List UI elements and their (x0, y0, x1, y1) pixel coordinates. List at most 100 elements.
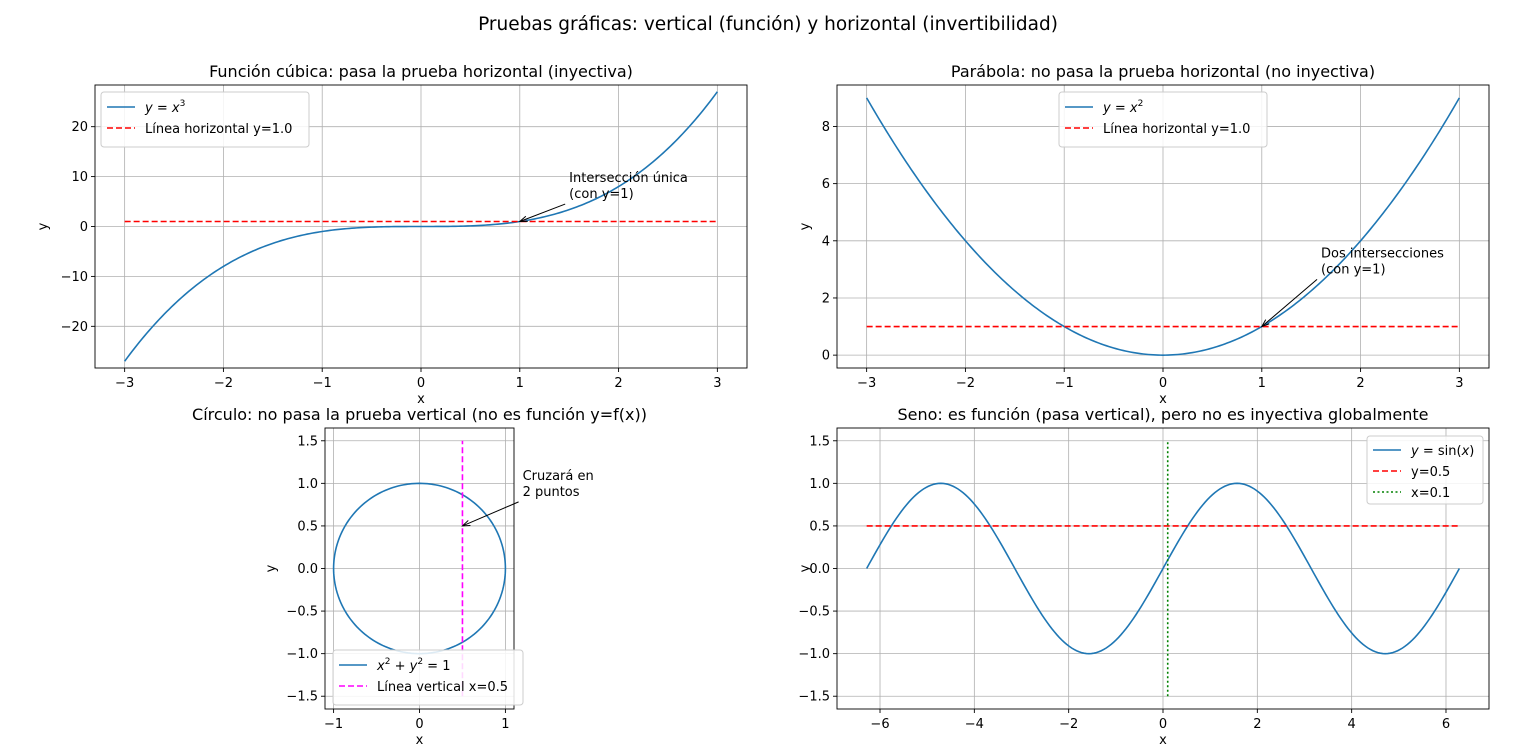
x-tick-label: 6 (1442, 717, 1450, 732)
x-tick-label: 4 (1348, 717, 1356, 732)
legend-label-1: y = sin(x) (1410, 444, 1474, 459)
y-tick-label: −0.5 (286, 605, 318, 620)
annotation-text: (con y=1) (569, 187, 633, 202)
legend-label-1: x2 + y2 = 1 (376, 657, 450, 674)
y-tick-label: −1.0 (286, 647, 318, 662)
annotation-arrowhead (461, 520, 471, 527)
x-axis-label: x (417, 392, 425, 407)
x-tick-label: −1 (324, 717, 343, 732)
y-tick-label: 0.0 (809, 562, 830, 577)
y-tick-label: 1.5 (297, 434, 318, 449)
annotation: Intersección única(con y=1) (518, 171, 688, 223)
legend-box (100, 91, 310, 148)
annotation-text: (con y=1) (1321, 262, 1385, 277)
x-axis-label: x (1159, 392, 1167, 407)
subplot-title: Parábola: no pasa la prueba horizontal (… (951, 62, 1375, 81)
subplots: Intersección única(con y=1)−3 −2 −1 0 1 2 3−20… (36, 62, 1490, 748)
annotation-arrowhead (1260, 319, 1270, 328)
annotation-text: Dos intersecciones (1321, 246, 1444, 261)
y-axis-label: y (798, 222, 813, 230)
y-tick-label: 1.0 (297, 477, 318, 492)
annotation-text: 2 puntos (523, 485, 580, 500)
subplot-1: Intersección única(con y=1)−3 −2 −1 0 1 2 3−20… (36, 62, 748, 407)
legend-label-2: Línea horizontal y=1.0 (1103, 122, 1250, 137)
x-tick-label: −3 (115, 376, 134, 391)
subplot-title: Seno: es función (pasa vertical), pero n… (898, 405, 1429, 424)
y-tick-label: 20 (71, 120, 88, 135)
series-line-1 (123, 91, 719, 362)
legend-box (1058, 91, 1268, 148)
y-tick-label: −1.0 (798, 647, 830, 662)
x-tick-label: −2 (1059, 717, 1078, 732)
y-tick-label: 0.0 (297, 562, 318, 577)
subplot-title: Función cúbica: pasa la prueba horizonta… (209, 62, 633, 81)
plot-area (332, 440, 507, 697)
subplot-2: Dos intersecciones(con y=1) −3 −2 −1 0 1 2 3 0 2 4… (798, 62, 1490, 407)
y-tick-label: 10 (71, 170, 88, 185)
y-tick-label: 4 (822, 234, 830, 249)
y-tick-label: −1.5 (286, 690, 318, 705)
x-tick-label: 1 (501, 717, 509, 732)
x-tick-label: 1 (1258, 376, 1266, 391)
y-tick-label: −0.5 (798, 605, 830, 620)
x-tick-label: 2 (1356, 376, 1364, 391)
y-axis-label: y (36, 222, 51, 230)
legend: y = x3 Línea horizontal y=1.0 (100, 91, 310, 148)
y-tick-label: −10 (61, 270, 88, 285)
x-axis-label: x (1159, 733, 1167, 748)
y-tick-label: 0 (80, 220, 88, 235)
annotation-arrow (1261, 278, 1318, 327)
y-axis-label: y (264, 564, 279, 572)
series-line-1 (865, 482, 1461, 655)
y-tick-label: −1.5 (798, 690, 830, 705)
y-tick-label: 1.5 (809, 434, 830, 449)
legend-label-2: y=0.5 (1411, 465, 1450, 480)
plot-area (865, 440, 1461, 697)
x-tick-label: 0 (1159, 717, 1167, 732)
legend-box (332, 649, 524, 706)
annotation-arrow (462, 501, 519, 527)
legend-box (1366, 435, 1484, 505)
x-tick-label: −3 (857, 376, 876, 391)
x-tick-label: −2 (214, 376, 233, 391)
series-line-1 (865, 97, 1461, 356)
legend: x2 + y2 = 1 Línea vertical x=0.5 (332, 649, 524, 706)
legend-label-1: y = x3 (144, 99, 185, 116)
annotation: Cruzará en2 puntos (461, 469, 594, 527)
x-axis-label: x (416, 733, 424, 748)
x-tick-label: 2 (614, 376, 622, 391)
annotation: Dos intersecciones(con y=1) (1260, 246, 1444, 328)
subplot-title: Círculo: no pasa la prueba vertical (no … (192, 405, 647, 424)
y-tick-label: 6 (822, 177, 830, 192)
annotation-text: Cruzará en (523, 469, 594, 484)
y-tick-label: −20 (61, 320, 88, 335)
x-tick-label: 3 (713, 376, 721, 391)
legend-label-2: Línea vertical x=0.5 (377, 680, 508, 695)
x-tick-label: −6 (870, 717, 889, 732)
legend-label-2: Línea horizontal y=1.0 (145, 122, 292, 137)
x-tick-label: 1 (516, 376, 524, 391)
y-tick-label: 0.5 (809, 519, 830, 534)
y-axis-label: y (798, 564, 813, 572)
x-tick-label: −1 (313, 376, 332, 391)
y-tick-label: 2 (822, 291, 830, 306)
x-tick-label: 0 (1159, 376, 1167, 391)
figure-title: Pruebas gráficas: vertical (función) y h… (478, 14, 1058, 35)
annotation-arrowhead (518, 215, 528, 223)
y-tick-label: 0.5 (297, 519, 318, 534)
x-tick-label: 3 (1455, 376, 1463, 391)
subplot-3: Cruzará en2 puntos −1 0 1 −1.5 −1.0 −0.5 0.0 0.5… (192, 405, 647, 748)
legend: y = x2 Línea horizontal y=1.0 (1058, 91, 1268, 148)
subplot-4: −6 −4 −2 0 2 4 6 −1.5 −1.0 −0.5 0.0 0.5 1.0 1.5 Seno: … (798, 405, 1490, 748)
legend-label-3: x=0.1 (1411, 486, 1450, 501)
annotation-text: Intersección única (569, 171, 688, 186)
y-tick-label: 8 (822, 120, 830, 135)
y-tick-label: 0 (822, 349, 830, 364)
plot-area (865, 97, 1461, 356)
x-tick-label: −2 (956, 376, 975, 391)
plot-area (123, 91, 719, 362)
x-tick-label: −1 (1055, 376, 1074, 391)
x-tick-label: −4 (965, 717, 984, 732)
annotation-arrow (519, 203, 566, 222)
x-tick-label: 0 (415, 717, 423, 732)
